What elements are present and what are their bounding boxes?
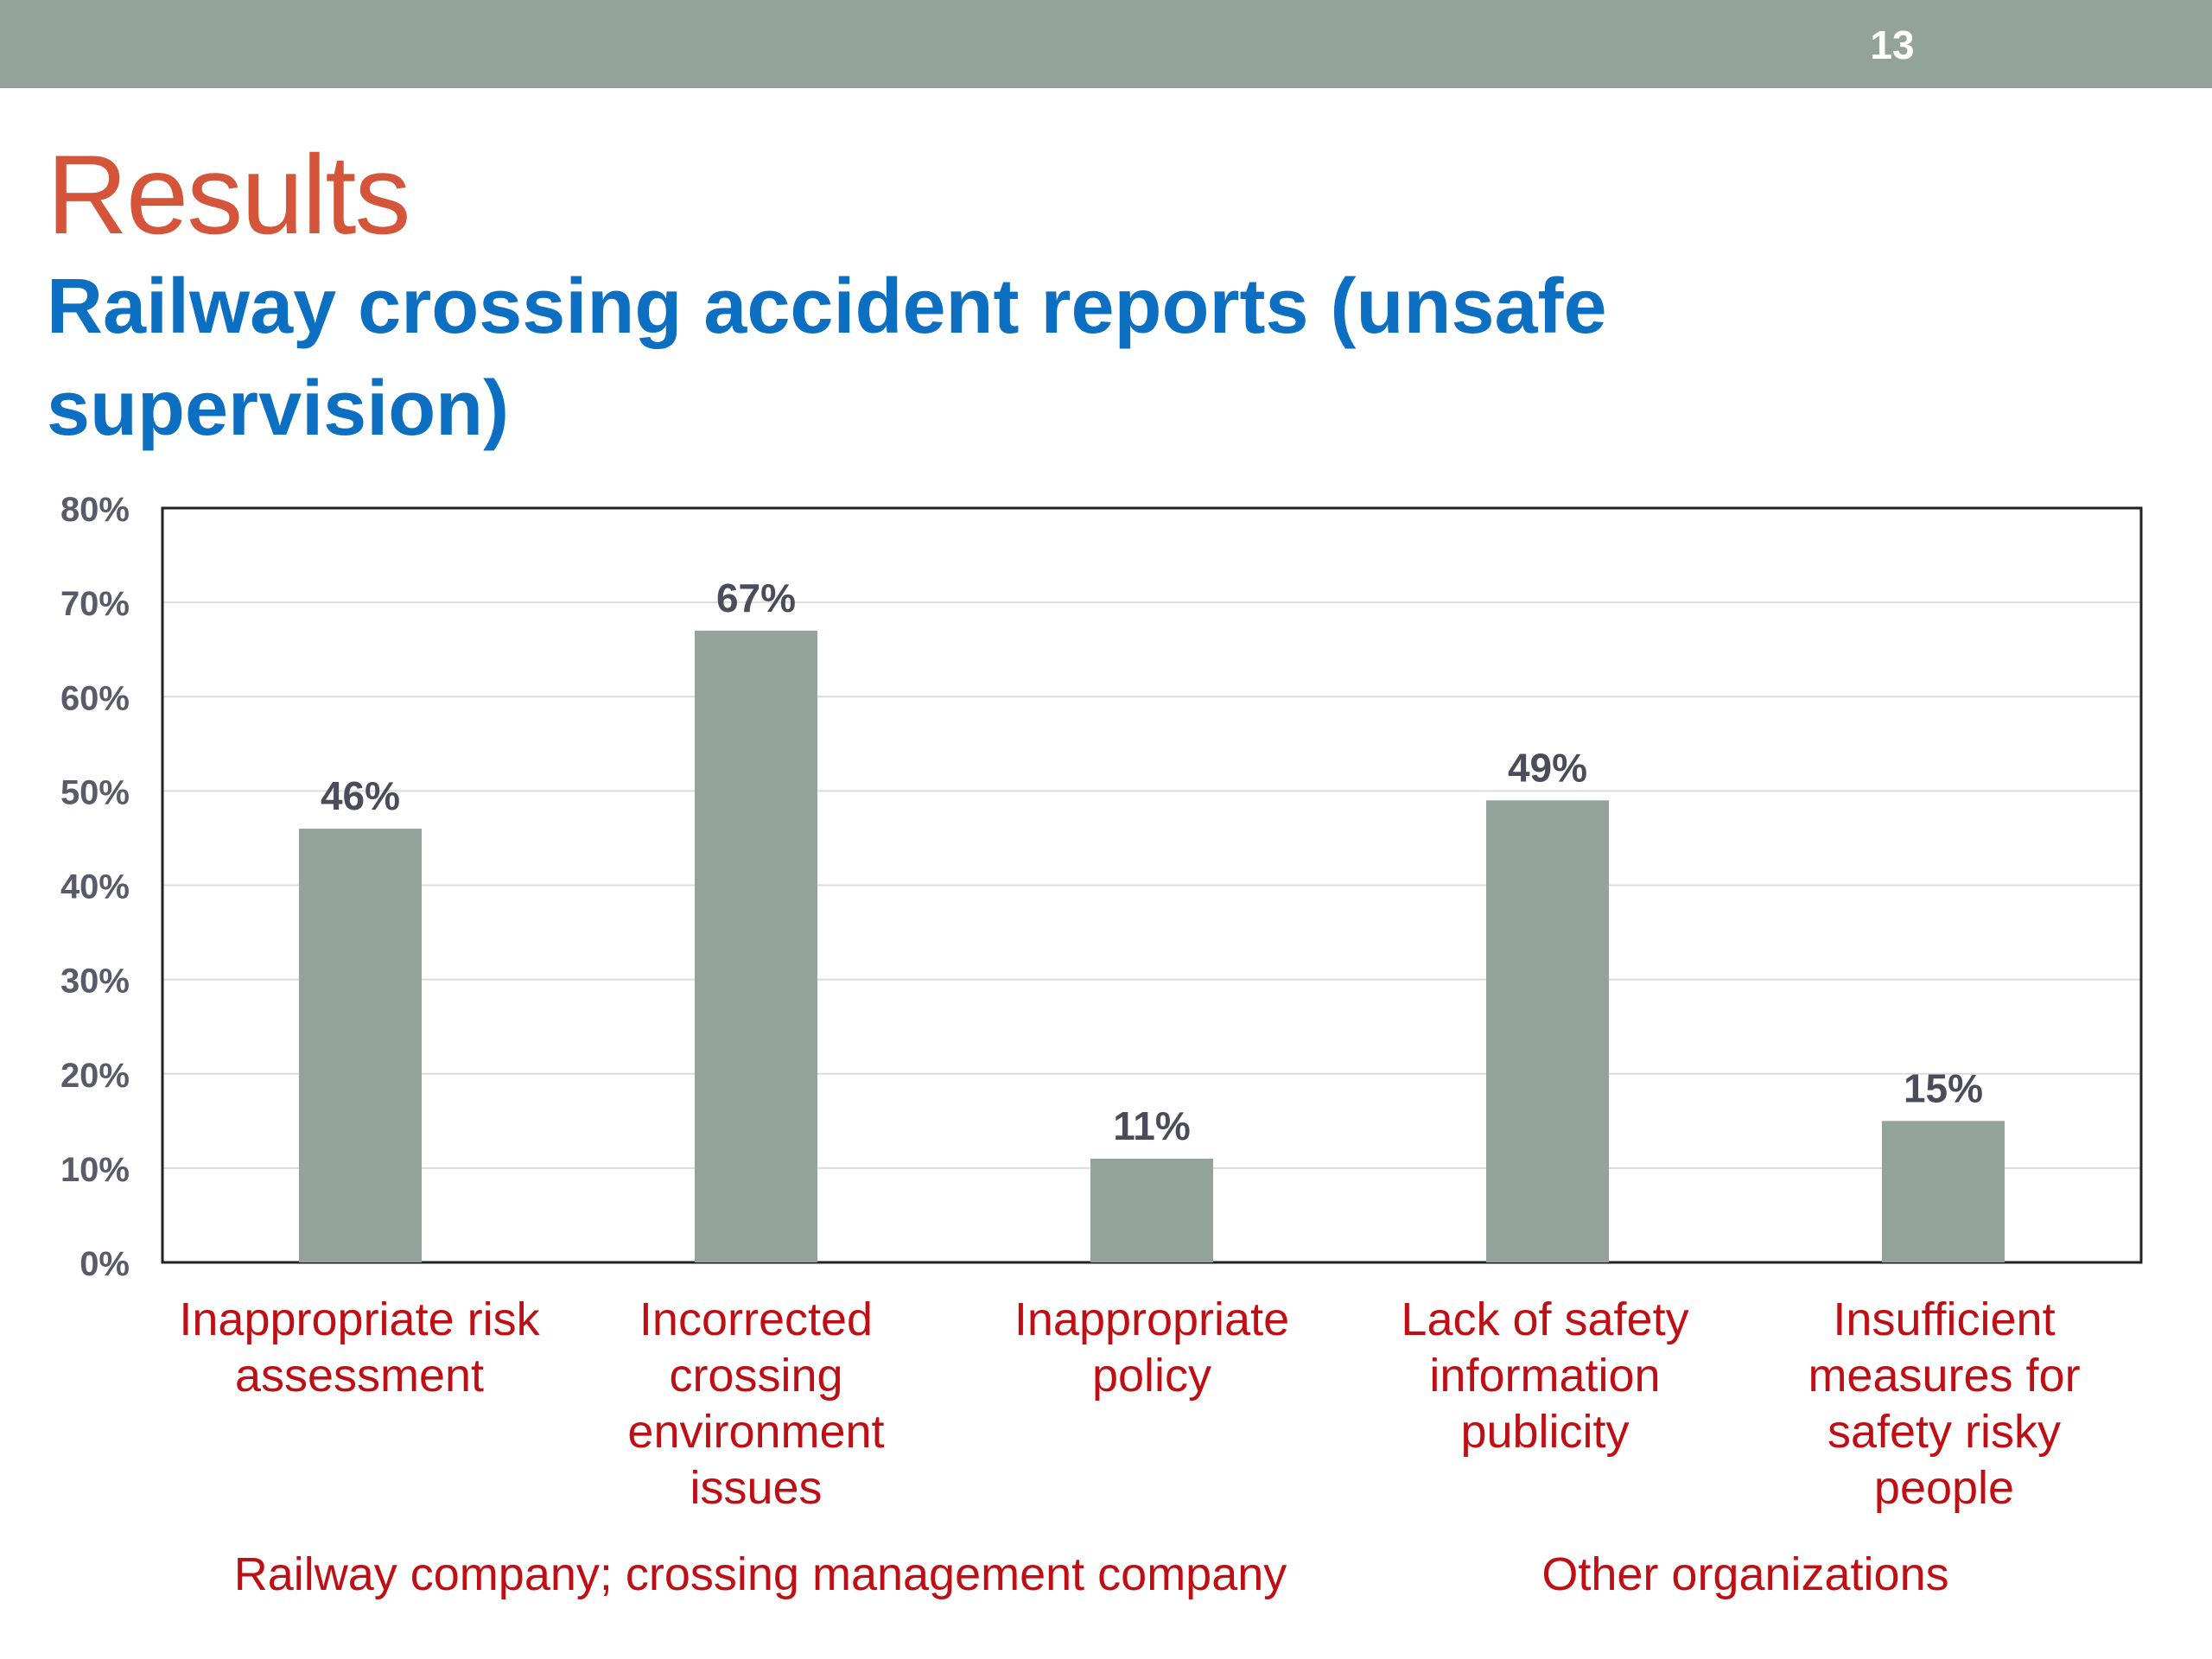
bar: [299, 829, 422, 1262]
slide-subtitle: Railway crossing accident reports (unsaf…: [47, 264, 1607, 452]
category-label-safety-publicity: Lack of safety information publicity: [1401, 1294, 1689, 1458]
data-label: 49%: [1508, 745, 1587, 790]
y-tick-label: 70%: [60, 585, 130, 623]
y-tick-label: 10%: [60, 1151, 130, 1189]
y-tick-label: 50%: [60, 773, 130, 811]
data-label: 11%: [1113, 1103, 1191, 1148]
y-tick-label: 30%: [60, 963, 130, 1001]
bar: [1486, 800, 1609, 1262]
y-tick-label: 20%: [60, 1057, 130, 1095]
group-label-other-organizations: Other organizations: [1541, 1548, 1949, 1600]
y-tick-label: 60%: [60, 679, 130, 717]
data-label: 46%: [321, 773, 400, 818]
category-label-risky-people: Insufficient measures for safety risky p…: [1808, 1294, 2081, 1514]
slide-number: 13: [1870, 22, 1915, 67]
data-label: 67%: [716, 575, 796, 620]
y-tick-label: 0%: [79, 1245, 130, 1283]
category-label-crossing-environment: Incorrected crossing environment issues: [627, 1294, 885, 1514]
header-bar: [0, 0, 2212, 88]
slide-title: Results: [47, 131, 410, 257]
y-tick-label: 80%: [60, 491, 130, 529]
y-tick-label: 40%: [60, 868, 130, 906]
bar: [695, 630, 817, 1262]
group-label-railway-companies: Railway company; crossing management com…: [233, 1548, 1287, 1600]
bar: [1090, 1158, 1213, 1262]
category-label-risk-assessment: Inappropriate risk assessment: [179, 1294, 540, 1402]
category-label-policy: Inappropriate policy: [1014, 1294, 1290, 1402]
bar: [1882, 1121, 2005, 1262]
data-label: 15%: [1904, 1065, 1983, 1110]
